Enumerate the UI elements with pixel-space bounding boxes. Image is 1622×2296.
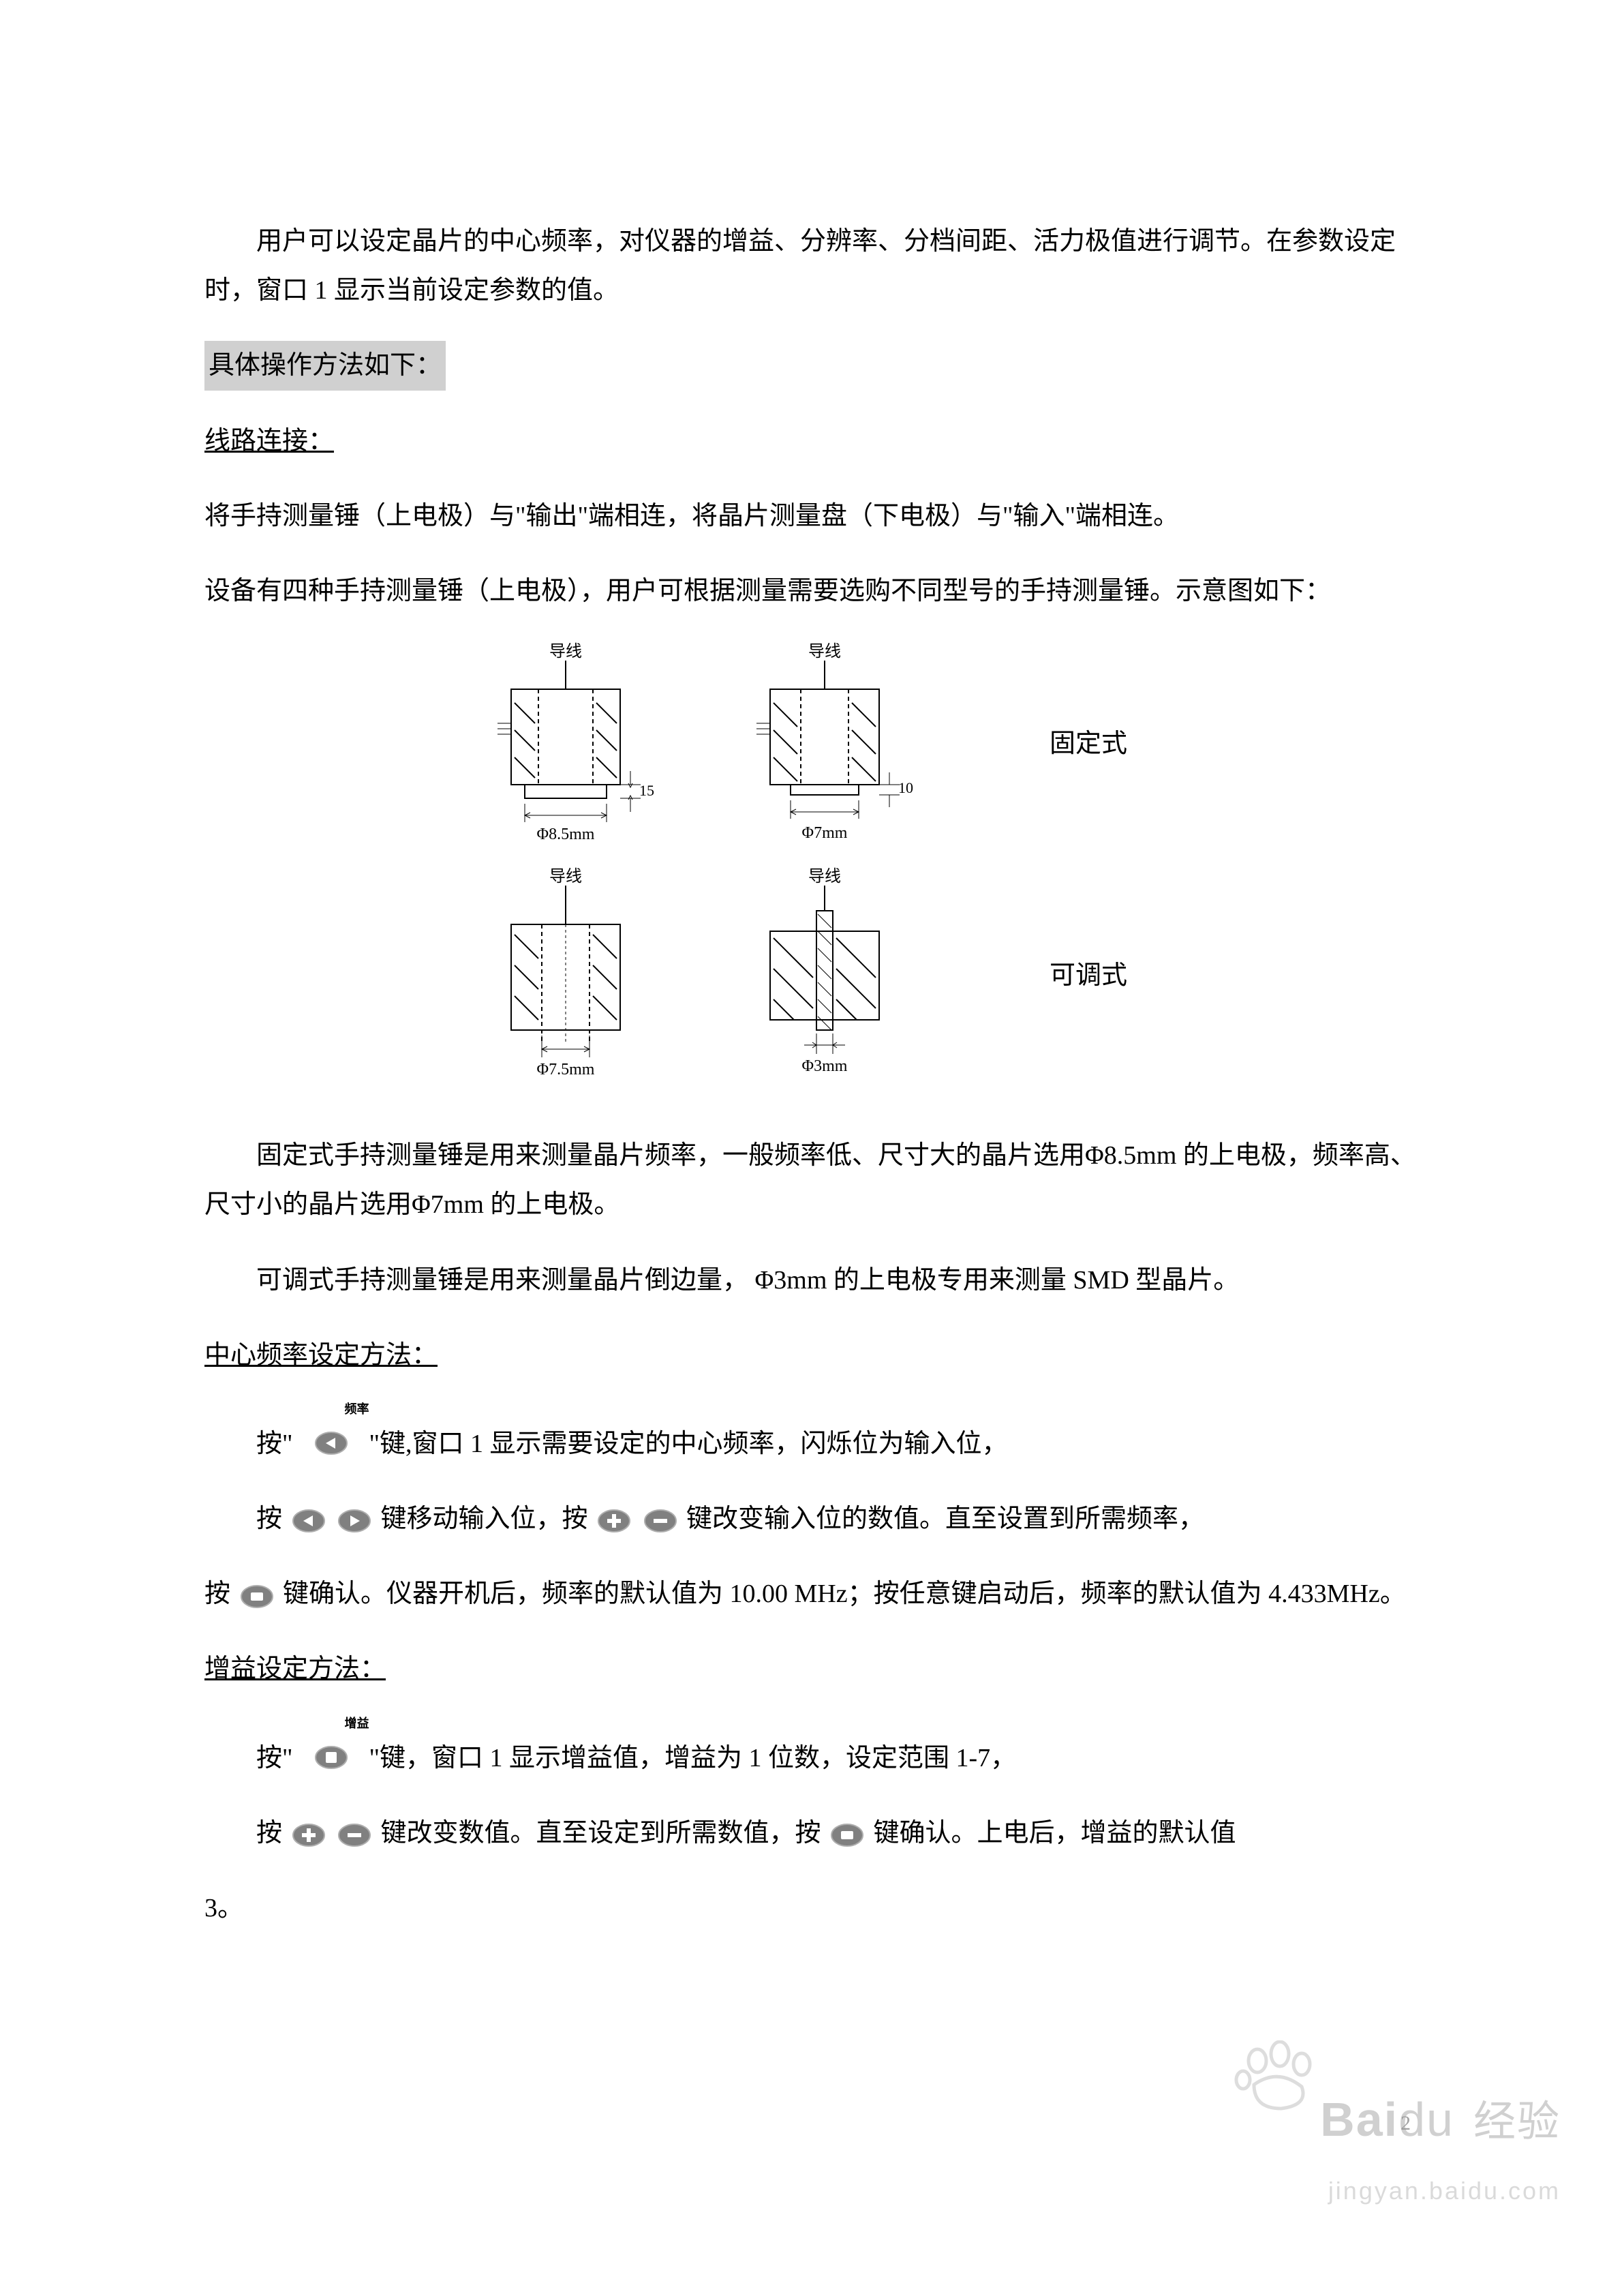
svg-text:Φ7.5mm: Φ7.5mm <box>537 1061 595 1078</box>
intro-paragraph: 用户可以设定晶片的中心频率，对仪器的增益、分辨率、分档间距、活力极值进行调节。在… <box>204 217 1418 315</box>
freq-p3: 按 键确认。仪器开机后，频率的默认值为 10.00 MHz；按任意键启动后，频率… <box>204 1569 1418 1618</box>
freq-heading: 中心频率设定方法： <box>204 1331 1418 1380</box>
ops-heading: 具体操作方法如下： <box>204 341 1418 390</box>
diagram-area: 导线 15丝 <box>204 641 1418 1105</box>
svg-text:Φ8.5mm: Φ8.5mm <box>537 826 595 843</box>
wiring-p2: 设备有四种手持测量锤（上电极），用户可根据测量需要选购不同型号的手持测量锤。示意… <box>204 567 1418 616</box>
minus-key-icon <box>337 1823 371 1847</box>
fixed-desc: 固定式手持测量锤是用来测量晶片频率，一般频率低、尺寸大的晶片选用Φ8.5mm 的… <box>204 1131 1418 1229</box>
paw-icon <box>1234 2040 1315 2115</box>
gain-key: 增益 <box>293 1717 369 1780</box>
svg-text:导线: 导线 <box>808 642 841 661</box>
freq-p2: 按 键移动输入位，按 键改变输入位的数值。直至设置到所需频率， <box>204 1494 1418 1543</box>
left-arrow-key-icon <box>314 1431 348 1455</box>
diagram-adj-3: 导线 Φ3mm <box>736 866 913 1085</box>
freq-left-key: 频率 <box>293 1403 369 1466</box>
svg-text:10丝: 10丝 <box>898 779 913 796</box>
svg-text:导线: 导线 <box>549 867 582 886</box>
diagram-fixed-7: 导线 10丝 <box>736 641 913 846</box>
enter-key-icon <box>830 1823 864 1847</box>
svg-text:导线: 导线 <box>549 642 582 661</box>
watermark-brand: Baidu经验 <box>1320 2074 1561 2165</box>
fixed-label: 固定式 <box>1050 719 1145 768</box>
svg-text:Φ3mm: Φ3mm <box>802 1057 848 1075</box>
svg-text:Φ7mm: Φ7mm <box>802 824 848 842</box>
left-arrow-key-icon <box>292 1509 326 1533</box>
enter-key-icon <box>240 1584 274 1609</box>
gain-p1: 按"增益"键，窗口 1 显示增益值，增益为 1 位数，设定范围 1-7， <box>204 1720 1418 1783</box>
adj-label: 可调式 <box>1050 951 1145 1000</box>
diagram-adj-75: 导线 Φ7.5mm <box>477 866 654 1085</box>
right-arrow-key-icon <box>337 1509 371 1533</box>
diagram-fixed-85: 导线 15丝 <box>477 641 654 846</box>
watermark-url: jingyan.baidu.com <box>1320 2168 1561 2214</box>
watermark: Baidu经验 jingyan.baidu.com <box>1320 2074 1561 2214</box>
gain-p3: 3。 <box>204 1884 1418 1933</box>
wiring-heading: 线路连接： <box>204 417 1418 466</box>
minus-key-icon <box>643 1509 677 1533</box>
gain-p2: 按 键改变数值。直至设定到所需数值，按 键确认。上电后，增益的默认值 <box>204 1809 1418 1858</box>
gain-heading: 增益设定方法： <box>204 1644 1418 1693</box>
freq-p1: 按"频率"键,窗口 1 显示需要设定的中心频率，闪烁位为输入位， <box>204 1406 1418 1468</box>
diagram-row-adjustable: 导线 Φ7.5mm <box>477 866 1145 1085</box>
plus-key-icon <box>597 1509 631 1533</box>
document-page: 用户可以设定晶片的中心频率，对仪器的增益、分辨率、分档间距、活力极值进行调节。在… <box>0 0 1622 2296</box>
svg-text:15丝: 15丝 <box>639 782 654 799</box>
square-key-icon <box>314 1745 348 1770</box>
diagram-row-fixed: 导线 15丝 <box>477 641 1145 846</box>
adj-desc: 可调式手持测量锤是用来测量晶片倒边量， Φ3mm 的上电极专用来测量 SMD 型… <box>204 1256 1418 1305</box>
plus-key-icon <box>292 1823 326 1847</box>
wiring-p1: 将手持测量锤（上电极）与"输出"端相连，将晶片测量盘（下电极）与"输入"端相连。 <box>204 492 1418 541</box>
svg-text:导线: 导线 <box>808 867 841 886</box>
